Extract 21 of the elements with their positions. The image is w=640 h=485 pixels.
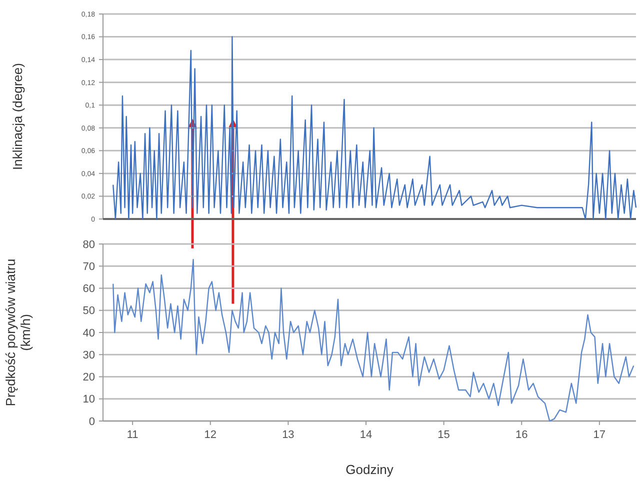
- x-tick-label: 16: [515, 429, 528, 441]
- y-tick-label: 50: [82, 305, 95, 318]
- y-tick-label: 40: [82, 327, 95, 340]
- y-tick-label: 30: [82, 349, 95, 362]
- x-tick-label: 17: [593, 429, 606, 441]
- line-series: [112, 258, 634, 422]
- y-tick-label: 80: [82, 238, 95, 251]
- y-tick-label: 0: [88, 416, 95, 428]
- y-tick-label: 10: [82, 394, 95, 406]
- y-tick-label: 70: [82, 260, 95, 273]
- y-axis-title: Prędkość porywów wiatru (km/h): [3, 258, 33, 406]
- x-tick-label: 12: [204, 429, 217, 441]
- x-axis-title: Godziny: [346, 462, 394, 477]
- y-tick-label: 60: [82, 283, 95, 296]
- y-tick-label: 20: [82, 372, 95, 384]
- line-series: [112, 36, 637, 220]
- x-tick-label: 15: [438, 429, 450, 441]
- x-tick-label: 14: [360, 429, 372, 441]
- x-tick-label: 11: [126, 429, 138, 441]
- y-axis-title: Inklinacja (degree): [10, 63, 25, 170]
- x-tick-label: 13: [282, 429, 294, 441]
